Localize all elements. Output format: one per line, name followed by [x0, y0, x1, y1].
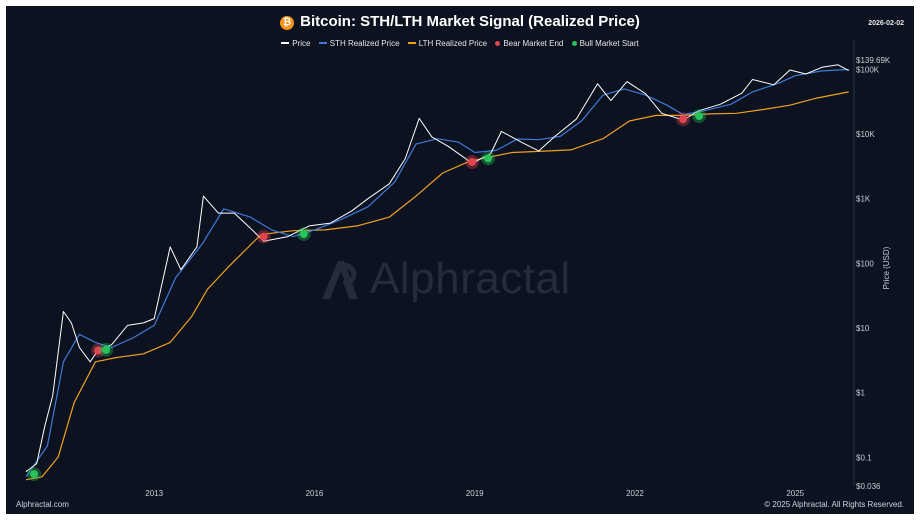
bear-market-end-marker	[679, 115, 688, 124]
y-tick-label: $1	[856, 389, 865, 398]
legend-item-price[interactable]: Price	[281, 39, 310, 48]
legend-label-lth: LTH Realized Price	[418, 39, 488, 48]
y-tick-label: $139.69K	[856, 56, 891, 65]
legend-label-sth: STH Realized Price	[329, 39, 400, 48]
bull-market-start-marker	[299, 229, 308, 238]
legend-label-bull: Bull Market Start	[579, 39, 639, 48]
y-tick-label: $0.036	[856, 482, 881, 491]
bear-market-end-marker	[259, 232, 268, 241]
x-tick-label: 2025	[786, 489, 804, 498]
chart-title: Bitcoin: STH/LTH Market Signal (Realized…	[300, 13, 640, 30]
x-tick-label: 2013	[145, 489, 163, 498]
y-tick-label: $10K	[856, 130, 875, 139]
chart-svg: 2013 2016 2019 2022 2025 $0.1 $1 $10 $100 $1K $10K…	[25, 40, 891, 498]
legend-item-lth[interactable]: LTH Realized Price	[407, 39, 488, 48]
legend-label-price: Price	[292, 39, 311, 48]
legend-swatch-lth	[407, 42, 416, 44]
legend-item-sth[interactable]: STH Realized Price	[318, 39, 400, 48]
footer-source: Alphractal.com	[16, 500, 69, 509]
y-tick-label: $10	[856, 324, 870, 333]
y-tick-label: $100K	[856, 65, 880, 74]
watermark: Alphractal	[318, 254, 571, 304]
legend-item-bull[interactable]: Bull Market Start	[571, 39, 639, 48]
chart-panel: 2013 2016 2019 2022 2025 $0.1 $1 $10 $100 $1K $10K…	[6, 6, 914, 514]
bear-market-end-marker	[468, 158, 477, 167]
y-tick-label: $1K	[856, 195, 871, 204]
x-tick-label: 2016	[306, 489, 324, 498]
bitcoin-icon: ₿	[280, 16, 295, 30]
y-tick-label: $100	[856, 259, 874, 268]
footer-copyright: © 2025 Alphractal. All Rights Reserved.	[764, 500, 904, 509]
legend-item-bear[interactable]: Bear Market End	[495, 39, 563, 48]
watermark-text: Alphractal	[370, 254, 571, 303]
x-tick-label: 2022	[626, 489, 644, 498]
bull-market-start-marker	[30, 470, 39, 479]
legend-swatch-price	[281, 42, 290, 44]
legend-label-bear: Bear Market End	[503, 39, 564, 48]
legend-swatch-bear	[495, 41, 501, 46]
y-axis-label: Price (USD)	[882, 246, 891, 289]
bear-market-end-marker	[94, 346, 103, 355]
y-tick-label: $0.1	[856, 453, 872, 462]
bull-market-start-marker	[484, 154, 493, 163]
chart-legend: Price STH Realized Price LTH Realized Pr…	[6, 39, 914, 48]
chart-date: 2026-02-02	[868, 20, 904, 27]
legend-swatch-bull	[571, 41, 577, 46]
legend-swatch-sth	[318, 42, 327, 44]
bull-market-start-marker	[102, 345, 111, 354]
bull-market-start-marker	[695, 112, 704, 121]
series-price-line	[25, 64, 849, 473]
chart-header: ₿ Bitcoin: STH/LTH Market Signal (Realize…	[6, 13, 914, 31]
x-tick-label: 2019	[466, 489, 484, 498]
alphractal-logo-icon	[322, 261, 358, 300]
